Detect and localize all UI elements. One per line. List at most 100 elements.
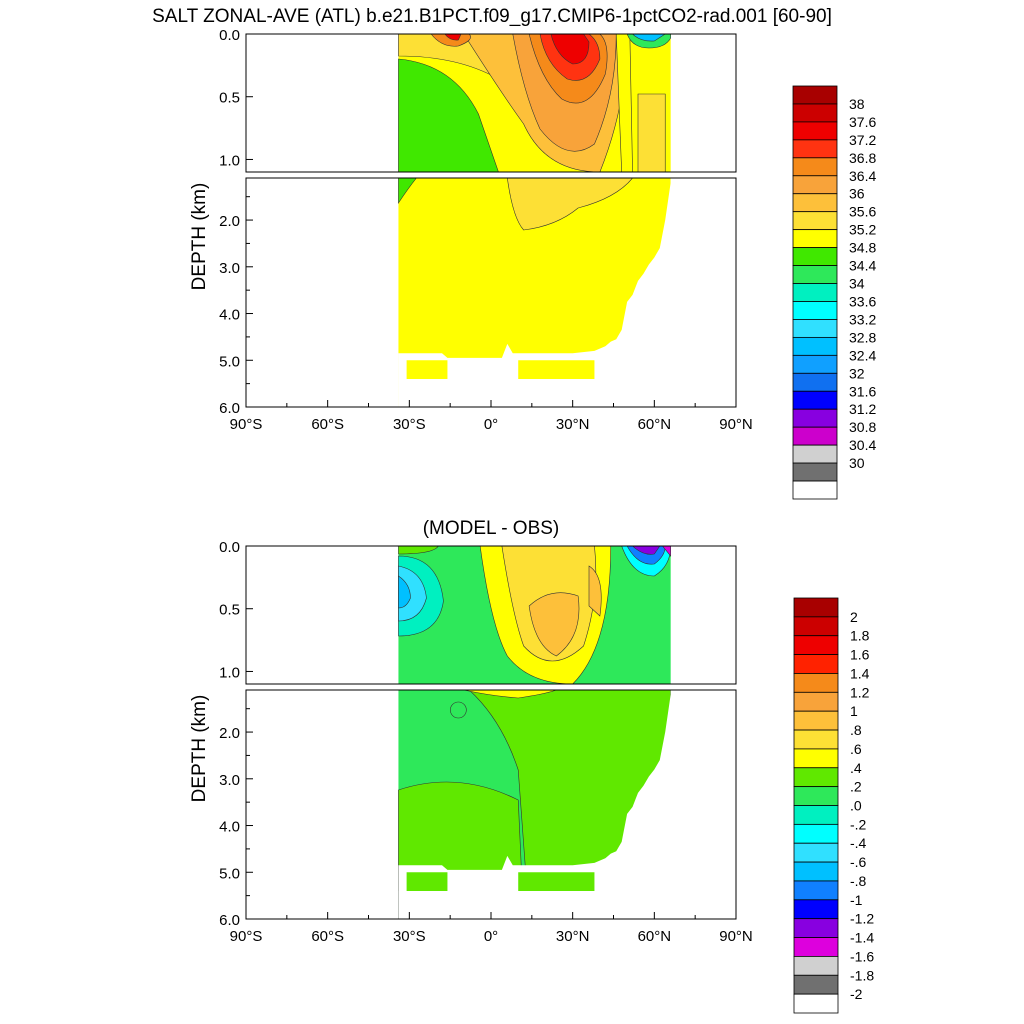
colorbar-bin	[792, 247, 838, 266]
colorbar-label: 34.8	[849, 240, 876, 256]
colorbar-label: 34.4	[849, 258, 876, 274]
colorbar-label: 31.6	[849, 383, 876, 399]
x-tick-label: 60°S	[311, 416, 344, 433]
colorbar-bin	[792, 193, 838, 213]
y-tick-label: 0.0	[219, 27, 240, 44]
deep-trench	[518, 872, 595, 891]
upper-ocean-field	[398, 546, 671, 684]
colorbar-bin	[792, 372, 838, 392]
difference-band	[398, 575, 411, 609]
colorbar-bin	[793, 748, 839, 769]
x-tick-label: 30°N	[556, 928, 590, 945]
deep-ocean-field	[398, 178, 736, 407]
difference-band	[588, 565, 602, 617]
upper-ocean-field	[398, 34, 671, 172]
deep-trench	[406, 360, 448, 379]
colorbar-bin	[792, 157, 838, 177]
colorbar-label: 36	[849, 186, 865, 202]
colorbar-bin	[793, 597, 839, 618]
difference-band	[632, 546, 661, 555]
colorbar-bin	[793, 805, 839, 825]
y-tick-label: 3.0	[219, 772, 240, 789]
colorbar-label: -.6	[850, 854, 867, 870]
colorbar-label: 38	[849, 96, 865, 112]
colorbar-label: -.8	[850, 873, 867, 889]
y-tick-label: 3.0	[219, 260, 240, 277]
colorbar-bin	[792, 121, 838, 141]
colorbar-bin	[793, 673, 839, 693]
colorbar-bin	[792, 103, 838, 123]
colorbar-label: 1.6	[850, 647, 870, 663]
colorbar-bin	[792, 283, 838, 302]
colorbar-label: .8	[850, 722, 862, 738]
colorbar-label: -2	[850, 986, 863, 1002]
colorbar-bin	[793, 654, 839, 674]
colorbar-bin	[793, 993, 839, 1014]
colorbar-bin	[792, 229, 838, 249]
colorbar-bin	[792, 265, 838, 284]
colorbar-bin	[793, 710, 839, 731]
y-axis-label: DEPTH (km)	[189, 183, 210, 291]
colorbar-label: 30.4	[849, 437, 876, 453]
colorbar-label: .6	[850, 741, 862, 757]
colorbar-bin	[792, 462, 838, 482]
salinity-band	[507, 178, 633, 231]
colorbar-bin	[792, 390, 838, 410]
colorbar-label: 30	[849, 455, 865, 471]
upper-axes-frame	[245, 33, 737, 173]
y-tick-label: 1.0	[219, 664, 240, 681]
colorbar-bin	[793, 974, 839, 995]
salinity-band	[398, 58, 499, 172]
colorbar-bin	[792, 85, 838, 105]
salinity-band	[615, 34, 633, 172]
colorbar-bin	[792, 354, 838, 374]
y-tick-label: 0.0	[219, 539, 240, 556]
salinity-colorbar: 3837.637.236.836.43635.635.234.834.43433…	[792, 85, 876, 500]
difference-colorbar: 21.81.61.41.21.8.6.4.2.0-.2-.4-.6-.8-1-1…	[793, 597, 874, 1014]
colorbar-label: 1.2	[850, 684, 870, 700]
colorbar-bin	[792, 211, 838, 231]
y-tick-label: 4.0	[219, 819, 240, 836]
colorbar-label: 37.2	[849, 132, 876, 148]
deep-trench	[406, 872, 448, 891]
x-tick-label: 90°S	[230, 928, 263, 945]
colorbar-label: .2	[850, 779, 862, 795]
colorbar-bin	[792, 444, 838, 464]
colorbar-bin	[793, 880, 839, 901]
colorbar-bin	[793, 767, 839, 788]
salinity-panel: 0.0 0.5 1.0 2.0 3.0 4.0 5.0 6.090°S 60°S 30°S 0° 30…	[189, 27, 753, 433]
colorbar-label: 32.8	[849, 329, 876, 345]
colorbar-bin	[793, 616, 839, 637]
colorbar-label: -1.2	[850, 911, 874, 927]
x-tick-label: 90°N	[719, 928, 753, 945]
x-tick-label: 60°N	[638, 416, 672, 433]
colorbar-bin	[793, 635, 839, 655]
y-tick-label: 5.0	[219, 353, 240, 370]
y-tick-label: 4.0	[219, 307, 240, 324]
colorbar-label: 2	[850, 609, 858, 625]
y-tick-label: 2.0	[219, 725, 240, 742]
difference-band	[398, 565, 427, 622]
chart-title: SALT ZONAL-AVE (ATL) b.e21.B1PCT.f09_g17…	[152, 6, 832, 27]
salinity-band	[632, 34, 666, 42]
bathymetry-mask	[398, 890, 671, 919]
colorbar-label: .4	[850, 760, 862, 776]
y-tick-label: 6.0	[219, 400, 240, 417]
colorbar-bin	[793, 729, 839, 750]
colorbar-label: -1	[850, 892, 863, 908]
colorbar-label: 36.8	[849, 150, 876, 166]
colorbar-label: 36.4	[849, 168, 876, 184]
colorbar-label: 33.2	[849, 311, 876, 327]
colorbar-label: 32.4	[849, 347, 876, 363]
chart-subtitle: (MODEL - OBS)	[422, 518, 560, 539]
colorbar-bin	[792, 319, 838, 338]
colorbar-bin	[792, 480, 838, 500]
difference-panel: 0.0 0.5 1.0 2.0 3.0 4.0 5.0 6.090°S 60°S 30°S 0° 30…	[189, 539, 753, 945]
colorbar-label: 1.4	[850, 665, 870, 681]
colorbar-bin	[793, 918, 839, 938]
bathymetry-mask	[398, 378, 671, 407]
colorbar-label: -1.8	[850, 967, 874, 983]
colorbar-label: 33.6	[849, 293, 876, 309]
bathymetry-mask	[398, 178, 736, 407]
